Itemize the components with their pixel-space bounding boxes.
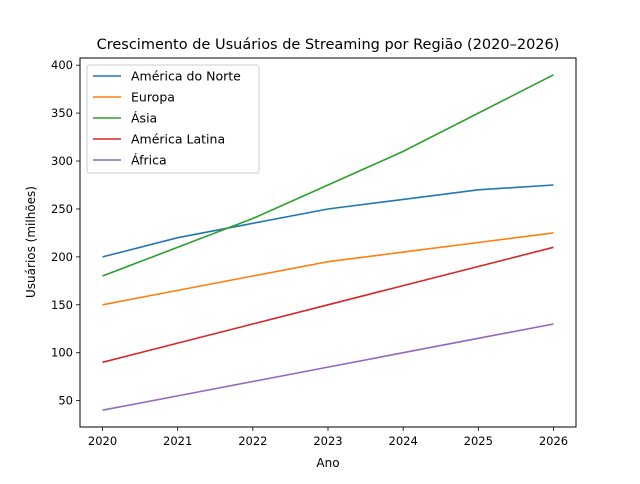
legend-item: América do Norte [93,69,241,84]
y-tick-label: 250 [51,202,73,216]
legend-box [86,64,260,174]
series-line-1 [102,232,554,306]
y-tick-label: 200 [51,250,73,264]
legend-label: América do Norte [131,69,241,84]
x-axis: 2020 2021 2022 2023 2024 2025 2026 [88,427,568,448]
y-tick-label: 50 [58,394,73,408]
x-axis-label: Ano [316,456,339,470]
legend-label: Ásia [131,111,157,126]
x-tick-label: 2022 [238,434,267,448]
series-line-2 [102,74,554,277]
x-tick-label: 2023 [313,434,342,448]
legend-label: América Latina [131,132,225,147]
y-tick-label: 100 [51,346,73,360]
series-line-4 [102,323,554,411]
legend: América do Norte Europa Ásia América Latina… [86,64,260,174]
y-tick-label: 150 [51,298,73,312]
y-axis-label: Usuários (milhões) [24,186,38,298]
legend-item: América Latina [93,132,225,147]
series-lines [102,74,554,411]
x-tick-label: 2026 [539,434,568,448]
y-tick-label: 350 [51,106,73,120]
y-axis: 50 100 150 200 250 300 350 400 [51,58,80,408]
x-tick-label: 2024 [389,434,418,448]
legend-item: Ásia [93,111,157,126]
series-line-0 [102,184,554,258]
x-tick-label: 2025 [464,434,493,448]
x-tick-label: 2021 [163,434,192,448]
legend-label: África [131,153,167,168]
x-tick-label: 2020 [88,434,117,448]
series-line-3 [102,246,554,364]
y-tick-label: 400 [51,58,73,72]
legend-label: Europa [131,90,175,105]
y-tick-label: 300 [51,154,73,168]
chart-title: Crescimento de Usuários de Streaming por… [97,37,560,53]
legend-item: África [93,153,167,168]
legend-item: Europa [93,90,175,105]
